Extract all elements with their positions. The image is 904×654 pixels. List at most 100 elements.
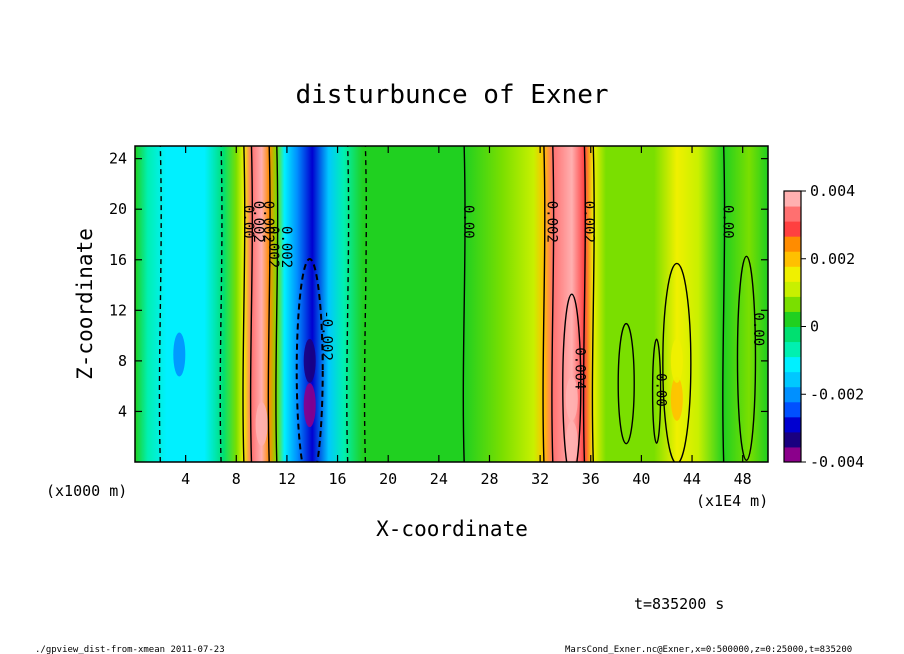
colorbar-tick-label: 0.004	[810, 182, 855, 200]
colorbar: 0.004 0.002 0 -0.002 -0.004	[783, 182, 864, 471]
contour-line	[722, 146, 726, 462]
field-feature	[565, 376, 578, 421]
contour-label: 0.002	[544, 201, 560, 243]
contour-label: 0.00	[750, 312, 766, 346]
contour-label: 0.00	[460, 205, 476, 239]
colorbar-swatch	[784, 401, 801, 418]
field-feature	[303, 383, 316, 428]
colorbar-swatch	[784, 266, 801, 282]
y-tick-label: 8	[118, 352, 127, 370]
colorbar-tick-label: 0	[810, 318, 819, 336]
x-tick-label: 20	[379, 470, 397, 488]
y-unit-label: (x1000 m)	[46, 482, 127, 500]
contour-label: 0.002	[580, 201, 596, 243]
colorbar-swatch	[784, 431, 801, 448]
contour-line	[662, 262, 692, 462]
colorbar-swatch	[784, 311, 801, 327]
colorbar-tick-label: -0.002	[810, 385, 864, 403]
colorbar-swatch	[784, 326, 801, 343]
colorbar-swatch	[784, 281, 801, 297]
contour-line	[462, 146, 466, 462]
plot-area	[135, 146, 768, 462]
plot-frame	[134, 145, 769, 463]
contour-line	[542, 146, 546, 462]
contour-line-negative	[295, 258, 324, 462]
colorbar-swatch	[784, 356, 801, 373]
x-axis-label: X-coordinate	[376, 517, 528, 541]
colorbar-swatch	[784, 221, 801, 237]
colorbar-swatch	[784, 251, 801, 267]
contour-line	[267, 146, 271, 462]
contour-label: 0.00	[653, 373, 669, 407]
x-unit-label: (x1E4 m)	[696, 492, 768, 510]
field-features	[173, 332, 683, 462]
contour-label: 0.00	[240, 205, 256, 239]
colorbar-swatch	[784, 371, 801, 388]
contour-label: -0.002	[318, 310, 334, 361]
contour-line-negative	[363, 146, 367, 462]
contour-label: 0.002	[265, 226, 281, 268]
contour-label: 0.002	[278, 226, 294, 268]
contour-line-negative	[158, 146, 162, 462]
chart-title: disturbunce of Exner	[295, 80, 608, 110]
contour-line	[275, 146, 279, 462]
colorbar-swatch	[784, 446, 801, 463]
y-tick-label: 16	[109, 251, 127, 269]
colorbar-swatch	[784, 296, 801, 312]
field-feature	[173, 332, 186, 377]
y-tick-label: 20	[109, 200, 127, 218]
field-background	[135, 146, 768, 462]
contour-label: 0.002	[260, 201, 276, 243]
contour-line	[551, 146, 555, 462]
colorbar-swatch	[784, 386, 801, 403]
contour-line	[582, 146, 586, 462]
x-tick-label: 32	[531, 470, 549, 488]
contour-line	[736, 255, 757, 462]
contour-label: 0.00	[720, 205, 736, 239]
colorbar-swatch	[784, 191, 801, 207]
y-tick-label: 4	[118, 402, 127, 420]
contour-line	[242, 146, 246, 462]
colorbar-tick-label: 0.002	[810, 250, 855, 268]
colorbar-swatch	[784, 236, 801, 252]
field-feature	[255, 402, 268, 447]
y-tick-label: 12	[109, 301, 127, 319]
time-label: t=835200 s	[634, 595, 724, 613]
colorbar-swatch	[784, 341, 801, 358]
x-tick-label: 48	[734, 470, 752, 488]
contour-line	[249, 146, 254, 462]
colorbar-swatch	[784, 206, 801, 222]
x-tick-label: 36	[582, 470, 600, 488]
source-label: MarsCond_Exner.nc@Exner,x=0:500000,z=0:2…	[565, 645, 852, 654]
contour-lines	[158, 146, 757, 462]
contour-line	[651, 338, 662, 444]
y-axis-label: Z-coordinate	[73, 228, 97, 380]
script-label: ./gpview_dist-from-xmean 2011-07-23	[35, 645, 225, 654]
y-tick-label: 24	[109, 150, 127, 168]
field-feature	[670, 376, 683, 421]
x-tick-label: 12	[278, 470, 296, 488]
contour-line	[617, 322, 635, 445]
contour-line	[591, 146, 595, 462]
field-feature	[565, 421, 578, 462]
contour-line	[562, 293, 582, 462]
field-feature	[670, 338, 683, 383]
colorbar-swatches	[784, 191, 801, 463]
colorbar-ticks: 0.004 0.002 0 -0.002 -0.004	[801, 182, 864, 471]
x-tick-label: 24	[430, 470, 448, 488]
contour-line-negative	[219, 146, 223, 462]
x-tick-label: 16	[329, 470, 347, 488]
colorbar-tick-label: -0.004	[810, 453, 864, 471]
contour-label: 0.004	[572, 347, 588, 389]
x-axis: 4 8 12 16 20 24 28 32 36 40 44 48	[181, 146, 752, 488]
contour-label: 0.002	[250, 201, 266, 243]
x-tick-label: 8	[232, 470, 241, 488]
contour-line-negative	[346, 146, 350, 462]
x-tick-label: 40	[632, 470, 650, 488]
x-tick-label: 44	[683, 470, 701, 488]
field-feature	[303, 338, 316, 383]
x-tick-label: 28	[480, 470, 498, 488]
y-axis: 4 8 12 16 20 24	[109, 150, 768, 420]
